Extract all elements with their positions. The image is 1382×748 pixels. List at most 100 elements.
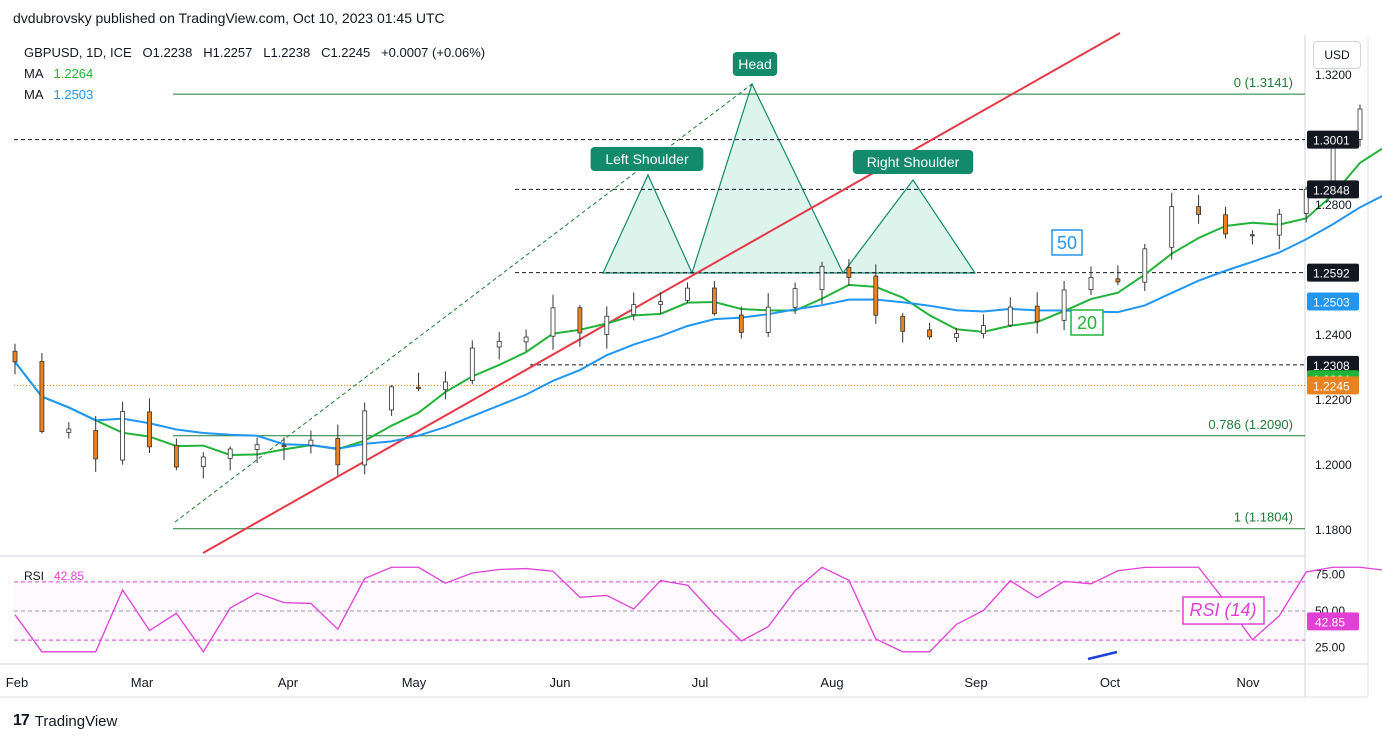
candle-body <box>658 301 663 305</box>
candles <box>12 104 1363 479</box>
price-tick: 1.2400 <box>1315 328 1352 342</box>
currency-button[interactable]: USD <box>1313 41 1361 69</box>
candle-body <box>1223 214 1228 235</box>
high-value: 1.2257 <box>212 45 253 60</box>
candle-body <box>416 386 421 389</box>
ma20-legend: MA 1.2264 <box>24 66 93 81</box>
rsi-divergence-line <box>1087 650 1118 661</box>
rsi-tick: 75.00 <box>1315 568 1345 582</box>
ma50-legend: MA 1.2503 <box>24 87 93 102</box>
candle-body <box>335 438 341 466</box>
candle-body <box>1169 206 1175 248</box>
candle-body <box>927 329 932 338</box>
candle-body <box>1115 278 1121 283</box>
candle-body <box>1250 234 1255 237</box>
candle-body <box>1061 289 1067 321</box>
candle-body <box>120 411 125 461</box>
candle-body <box>604 315 610 335</box>
candle-body <box>900 315 906 332</box>
candle-body <box>1196 206 1201 215</box>
price-badge-text: 1.2592 <box>1313 267 1350 281</box>
price-tick: 1.2200 <box>1315 393 1352 407</box>
candle-body <box>254 444 260 450</box>
candle-body <box>147 411 152 448</box>
candle-body <box>685 287 690 301</box>
price-tick: 1.2800 <box>1315 198 1352 212</box>
brand-name: TradingView <box>34 712 118 730</box>
low-value: 1.2238 <box>270 45 311 60</box>
month-tick: Aug <box>820 675 843 690</box>
head-shoulders-pattern <box>602 82 977 275</box>
left-shoulder-label-bg <box>590 147 704 171</box>
candle-body <box>469 347 475 381</box>
candle-body <box>738 314 744 333</box>
price-badge <box>1307 292 1359 311</box>
publish-info: dvdubrovsky published on TradingView.com… <box>13 10 445 26</box>
candle-body <box>577 307 583 334</box>
rsi-badge-text: 42.85 <box>1315 615 1345 629</box>
open-label: O <box>142 45 153 60</box>
candle-body <box>362 410 368 466</box>
price-badge <box>1307 263 1359 282</box>
price-badge <box>1307 355 1359 374</box>
trendlines <box>174 32 1121 554</box>
price-badge <box>1307 376 1359 395</box>
high-label: H <box>203 45 213 60</box>
candle-body <box>1303 188 1309 214</box>
time-axis: Feb Mar Apr May Jun Jul Aug Sep Oct Nov <box>6 675 1260 690</box>
head-label-bg <box>732 52 778 76</box>
candle-body <box>308 439 314 446</box>
candle-body <box>792 288 798 308</box>
price-badge-text: 1.2503 <box>1313 296 1350 310</box>
ma50-label: MA <box>24 87 44 102</box>
symbol-line: GBPUSD, 1D, ICE <box>24 45 132 60</box>
red-trendline <box>202 32 1121 554</box>
ma50-tag: 50 <box>1057 233 1077 253</box>
candle-body <box>523 336 529 343</box>
right-shoulder-label: Right Shoulder <box>867 154 960 170</box>
candle-body <box>819 265 825 291</box>
rsi-line <box>14 566 1382 653</box>
ma50-tag-box <box>1051 229 1083 256</box>
price-tick: 1.3200 <box>1315 68 1352 82</box>
low-label: L <box>263 45 271 60</box>
fib-label: 0 (1.3141) <box>1234 75 1293 90</box>
annotations: Head Left Shoulder Right Shoulder 50 20 <box>590 52 1104 336</box>
symbol-legend: GBPUSD, 1D, ICE O1.2238 H1.2257 L1.2238 … <box>24 45 485 60</box>
candle-body <box>873 275 879 316</box>
candle-body <box>846 267 852 278</box>
ma50-line <box>14 194 1382 450</box>
left-shoulder-label: Left Shoulder <box>605 151 689 167</box>
rsi-tick: 25.00 <box>1315 640 1345 654</box>
candle-body <box>442 381 448 391</box>
rsi-legend-value: 42.85 <box>54 569 84 583</box>
month-tick: Jul <box>692 675 709 690</box>
candle-body <box>281 444 287 448</box>
right-shoulder-label-bg <box>852 150 974 174</box>
rsi-legend-label: RSI <box>24 569 44 583</box>
ma20-label: MA <box>24 66 44 81</box>
fib-label: 1 (1.1804) <box>1234 510 1293 525</box>
price-tick: 1.1800 <box>1315 523 1352 537</box>
month-tick: Mar <box>131 675 154 690</box>
price-badge <box>1307 180 1359 199</box>
price-badge-text: 1.2848 <box>1313 183 1350 197</box>
candle-body <box>1142 248 1148 283</box>
candle-body <box>954 333 959 339</box>
ma20-value: 1.2264 <box>53 66 94 81</box>
candle-body <box>66 428 72 433</box>
footer-brand[interactable]: 17 TradingView <box>13 712 117 730</box>
change-value: +0.0007 (+0.06%) <box>381 45 486 60</box>
moving-averages <box>14 147 1382 456</box>
tradingview-logo-icon: 17 <box>13 712 30 729</box>
rsi-tag-box <box>1182 596 1265 625</box>
candle-body <box>200 456 206 467</box>
ma50-value: 1.2503 <box>53 87 94 102</box>
price-tick: 1.2000 <box>1315 458 1352 472</box>
ma20-tag-box <box>1070 309 1104 336</box>
month-tick: Apr <box>278 675 299 690</box>
candle-body <box>712 287 717 315</box>
month-tick: Nov <box>1236 675 1260 690</box>
